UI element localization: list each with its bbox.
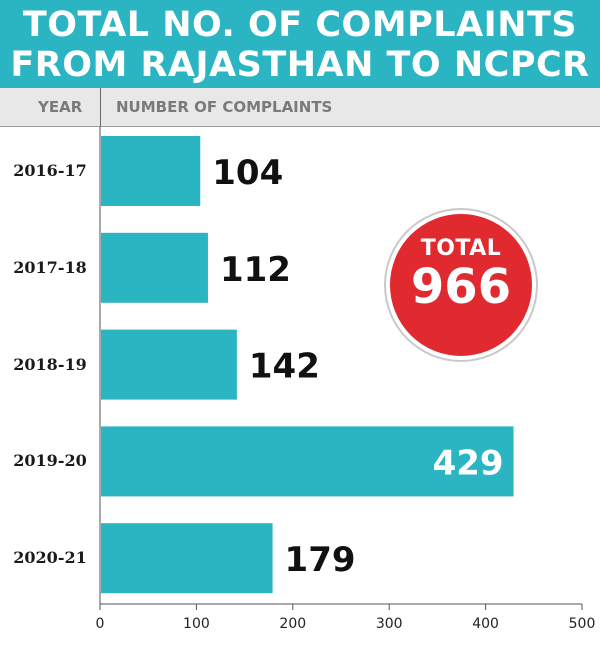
- header-divider: [100, 88, 101, 126]
- complaints-column-header: NUMBER OF COMPLAINTS: [116, 98, 333, 116]
- total-value: 966: [410, 259, 512, 315]
- bar-2016-17: [101, 136, 201, 206]
- data-label-2020-21: 179: [285, 540, 356, 580]
- year-label-2016-17: 2016-17: [13, 161, 87, 180]
- x-tick-label-400: 400: [472, 616, 499, 632]
- bar-2020-21: [101, 523, 273, 594]
- x-tick-label-300: 300: [376, 616, 403, 632]
- bar-2019-20: [101, 426, 514, 497]
- total-label: TOTAL: [420, 236, 502, 261]
- chart-title-line-1: TOTAL NO. OF COMPLAINTS: [22, 5, 578, 45]
- year-label-2017-18: 2017-18: [13, 257, 87, 277]
- data-label-2019-20: 429: [433, 443, 504, 483]
- total-badge: TOTAL 966: [386, 210, 536, 360]
- x-tick-label-100: 100: [183, 616, 210, 632]
- year-label-2018-19: 2018-19: [13, 354, 87, 374]
- bar-2018-19: [101, 329, 237, 400]
- data-label-2017-18: 112: [220, 250, 291, 290]
- bar-2017-18: [101, 232, 208, 303]
- title-banner: TOTAL NO. OF COMPLAINTS FROM RAJASTHAN T…: [0, 0, 600, 88]
- year-column-header: YEAR: [38, 98, 83, 116]
- chart-title-line-2: FROM RAJASTHAN TO NCPCR: [10, 45, 590, 85]
- year-label-2019-20: 2019-20: [13, 451, 87, 471]
- x-tick-label-0: 0: [96, 616, 105, 632]
- data-label-2018-19: 142: [249, 347, 320, 387]
- year-label-2020-21: 2020-21: [13, 548, 87, 568]
- data-label-2016-17: 104: [212, 153, 283, 193]
- x-tick-label-500: 500: [569, 616, 596, 632]
- x-tick-label-200: 200: [279, 616, 306, 632]
